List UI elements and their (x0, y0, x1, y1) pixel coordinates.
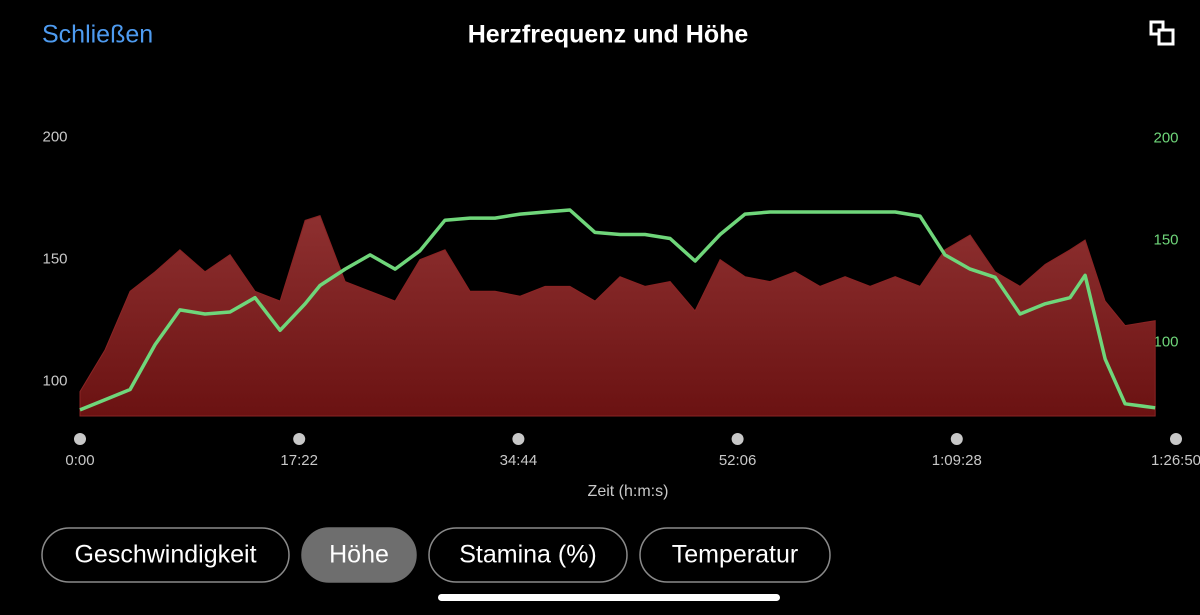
x-tick-dot (74, 433, 86, 445)
y2-tick-label: 100 (1153, 334, 1178, 351)
filter-button-label: Geschwindigkeit (74, 541, 256, 569)
x-tick-label: 1:09:28 (932, 452, 982, 469)
x-tick-dot (293, 433, 306, 445)
home-indicator (438, 594, 780, 601)
x-tick-dot (512, 433, 525, 445)
y2-tick-label: 200 (1153, 130, 1178, 147)
close-button[interactable]: Schließen (42, 21, 153, 49)
button-bar: Geschwindigkeit Höhe Stamina (%) Temperatur (41, 527, 831, 583)
x-tick-dot (731, 433, 744, 445)
filter-button-label: Temperatur (672, 541, 798, 569)
x-tick-label: 17:22 (280, 452, 318, 469)
x-tick-label: 0:00 (65, 452, 94, 469)
title: Herzfrequenz und Höhe (468, 21, 749, 49)
x-tick-label: 52:06 (719, 452, 757, 469)
filter-button-label: Höhe (329, 541, 389, 569)
filter-button[interactable] (428, 527, 628, 583)
y-tick-label: 200 (42, 128, 67, 145)
heart-rate-area (79, 214, 1156, 417)
filter-button[interactable] (301, 527, 417, 583)
x-tick-label: 1:26:50 (1151, 452, 1200, 469)
y-tick-label: 150 (42, 251, 67, 268)
filter-button[interactable] (41, 527, 290, 583)
x-tick-dot (950, 433, 963, 445)
elevation-line (79, 208, 1156, 412)
filter-button-label: Stamina (%) (459, 541, 597, 569)
fullscreen-icon[interactable] (1149, 20, 1175, 46)
x-tick-dot (1170, 433, 1182, 445)
chart: 100 150 200 100 150 200 0:00 17:22 34:44 52:06 1:0… (42, 128, 1200, 500)
x-tick-label: 34:44 (500, 452, 538, 469)
y-tick-label: 100 (42, 373, 67, 390)
x-axis-label: Zeit (h:m:s) (588, 483, 669, 500)
y2-tick-label: 150 (1153, 232, 1178, 249)
filter-button[interactable] (639, 527, 831, 583)
